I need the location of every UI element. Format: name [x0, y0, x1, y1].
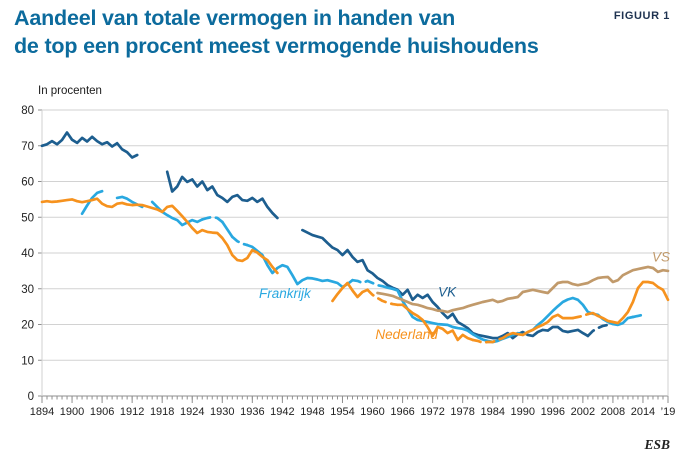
y-tick-label-50: 50: [21, 212, 34, 224]
series-frankrijk-segment-5: [230, 235, 249, 247]
x-tick-label-1912: 1912: [120, 406, 144, 418]
y-tick-label-10: 10: [21, 355, 34, 367]
series-nederland-segment-6: [571, 312, 590, 320]
x-tick-label-1990: 1990: [511, 406, 535, 418]
series-nederland-segment-2: [366, 288, 399, 307]
series-nederland-segment-5: [501, 313, 575, 340]
y-tick-label-30: 30: [21, 284, 34, 296]
series-label-vs: VS: [652, 250, 670, 265]
x-tick-label-1966: 1966: [390, 406, 414, 418]
series-frankrijk-segment-2: [150, 200, 204, 227]
x-tick-label-1996: 1996: [541, 406, 565, 418]
x-tick-label-1972: 1972: [420, 406, 444, 418]
y-tick-label-60: 60: [21, 177, 34, 189]
series-nederland-segment-0: [40, 197, 279, 275]
x-tick-label-1960: 1960: [360, 406, 384, 418]
y-tick-label-70: 70: [21, 141, 34, 153]
x-tick-label-1918: 1918: [150, 406, 174, 418]
y-tick-label-40: 40: [21, 248, 34, 260]
series-label-vk: VK: [438, 285, 457, 300]
figure-title-line2: de top een procent meest vermogende huis…: [14, 34, 539, 58]
x-tick-label-1942: 1942: [270, 406, 294, 418]
x-tick-label-1948: 1948: [300, 406, 324, 418]
y-tick-label-20: 20: [21, 320, 34, 332]
x-tick-label-1924: 1924: [180, 406, 204, 418]
figure-number-label: FIGUUR 1: [613, 10, 670, 22]
series-nederland-segment-7: [586, 280, 670, 325]
series-label-frankrijk: Frankrijk: [259, 286, 312, 301]
series-nederland-segment-3: [396, 303, 475, 342]
series-nederland-segment-1: [331, 281, 369, 303]
y-tick-label-0: 0: [28, 391, 34, 403]
series-vs-segment-0: [376, 265, 670, 314]
y-axis-unit-note: In procenten: [38, 85, 102, 97]
x-tick-label-2008: 2008: [601, 406, 625, 418]
series-label-nederland: Nederland: [375, 327, 438, 342]
series-frankrijk-segment-7: [351, 278, 389, 290]
x-tick-label-1954: 1954: [330, 406, 354, 418]
series-frankrijk-segment-3: [200, 215, 224, 224]
x-tick-label-1984: 1984: [480, 406, 504, 418]
series-frankrijk-segment-0: [80, 189, 104, 216]
figure-title-line1: Aandeel van totale vermogen in handen va…: [14, 6, 456, 30]
esb-source-logo: ESB: [644, 437, 670, 452]
x-tick-label-2019: ’19: [661, 406, 676, 418]
x-tick-label-1906: 1906: [90, 406, 114, 418]
series-vk-segment-3: [586, 323, 610, 338]
series-nederland-segment-4: [471, 336, 505, 345]
series-vk-segment-0: [40, 131, 139, 159]
x-tick-label-2014: 2014: [631, 406, 655, 418]
series-vk-segment-2: [301, 228, 590, 340]
series-frankrijk-segment-4: [220, 220, 234, 239]
series-frankrijk-segment-6: [245, 243, 354, 289]
x-tick-label-1930: 1930: [210, 406, 234, 418]
x-tick-label-1978: 1978: [450, 406, 474, 418]
series-frankrijk-segment-9: [631, 313, 645, 319]
figure-title: Aandeel van totale vermogen in handen va…: [14, 4, 614, 60]
x-tick-label-1900: 1900: [60, 406, 84, 418]
y-tick-label-80: 80: [21, 105, 34, 117]
series-vk-segment-1: [165, 170, 279, 220]
x-tick-label-1936: 1936: [240, 406, 264, 418]
x-tick-label-2002: 2002: [571, 406, 595, 418]
x-tick-label-1894: 1894: [30, 406, 54, 418]
